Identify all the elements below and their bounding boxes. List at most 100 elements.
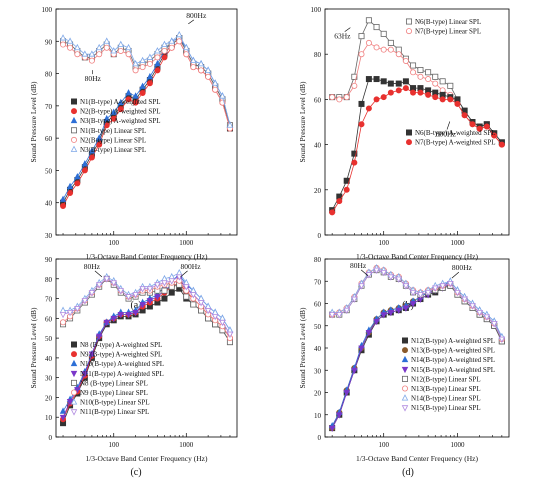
series-5	[329, 267, 505, 345]
data-point	[476, 309, 483, 317]
data-point	[67, 190, 74, 197]
legend-item: N15(B-type) Linear SPL	[401, 404, 481, 412]
data-point	[81, 50, 89, 57]
y-tick-label: 80	[45, 71, 53, 79]
data-point	[154, 60, 161, 67]
data-point	[402, 78, 409, 85]
data-point	[110, 315, 117, 323]
data-point	[96, 141, 103, 148]
legend-marker	[71, 98, 78, 105]
legend-marker	[71, 351, 78, 358]
y-tick-label: 10	[314, 412, 322, 420]
data-point	[409, 289, 417, 297]
data-point	[139, 286, 146, 293]
data-point	[358, 33, 365, 40]
legend: N12(B-type) A-weighted SPL N13(B-type) A-…	[401, 337, 495, 412]
data-point	[358, 283, 365, 290]
plot-frame	[55, 8, 238, 236]
y-tick-label: 80	[45, 276, 53, 284]
legend-label: N9 (B-type) Linear SPL	[80, 389, 148, 397]
legend-item: N8 (B-type) Linear SPL	[71, 379, 148, 387]
data-point	[351, 150, 358, 157]
data-point	[380, 46, 387, 53]
data-point	[431, 285, 439, 292]
data-point	[211, 313, 219, 321]
legend: N6(B-type) A-weighted SPL N7(B-type) A-we…	[405, 129, 496, 147]
data-point	[146, 298, 154, 305]
legend-item: N3(B-type) Linear SPL	[70, 145, 146, 154]
data-point	[117, 47, 124, 54]
legend-marker	[71, 136, 78, 143]
y-tick-label: 80	[314, 256, 322, 264]
legend: N1(B-type) A-weighted SPL N2(B-type) A-we…	[70, 98, 161, 154]
data-point	[146, 72, 154, 80]
data-point	[88, 290, 96, 297]
legend-item: N10(B-type) A-weighted SPL	[70, 359, 164, 368]
legend-item: N6(B-type) A-weighted SPL	[405, 129, 496, 137]
legend-item: N11(B-type) Linear SPL	[70, 408, 149, 416]
data-point	[95, 134, 103, 141]
legend-item: N9 (B-type) Linear SPL	[71, 389, 148, 397]
y-tick-label: 70	[45, 296, 53, 304]
data-point	[132, 92, 139, 99]
data-point	[154, 282, 161, 289]
annotation-arrow	[94, 270, 103, 278]
legend-label: N6(B-type) A-weighted SPL	[415, 129, 496, 137]
legend-label: N12(B-type) A-weighted SPL	[411, 337, 495, 345]
legend-item: N2(B-type) Linear SPL	[71, 136, 146, 144]
data-point	[190, 64, 197, 71]
data-point	[125, 43, 132, 51]
data-point	[461, 296, 468, 303]
series-4	[329, 85, 505, 216]
data-point	[139, 89, 146, 96]
data-point	[81, 167, 88, 174]
legend-marker	[70, 370, 78, 378]
data-point	[410, 69, 417, 76]
legend-marker	[70, 145, 78, 152]
data-point	[146, 60, 153, 67]
legend-label: N7(B-type) A-weighted SPL	[415, 139, 496, 147]
series-8	[328, 267, 506, 343]
legend-label: N14(B-type) Linear SPL	[411, 395, 481, 403]
data-point	[490, 321, 498, 328]
legend-item: N12(B-type) A-weighted SPL	[401, 337, 495, 345]
data-point	[103, 37, 110, 44]
data-point	[439, 78, 446, 85]
y-tick-label: 20	[314, 187, 322, 195]
data-point	[358, 51, 365, 58]
y-axis-label: Sound Pressure Level (dB)	[29, 81, 38, 163]
legend-item: N11(B-type) A-weighted SPL	[70, 370, 164, 378]
data-point	[469, 303, 476, 310]
data-point	[60, 41, 67, 48]
data-point	[365, 105, 372, 112]
data-point	[132, 309, 139, 317]
legend-item: N2(B-type) A-weighted SPL	[71, 108, 161, 116]
data-point	[198, 67, 205, 74]
y-tick-label: 40	[314, 142, 322, 150]
data-point	[96, 51, 103, 58]
data-point	[176, 30, 183, 38]
chart-panel-4: 0 10 20 30 40 50 60 70 80 100 1000 1/3-Octave Band …	[298, 256, 510, 463]
data-point	[373, 24, 380, 31]
series-line	[63, 272, 231, 331]
y-tick-label: 50	[45, 167, 53, 175]
data-point	[380, 94, 387, 101]
data-point	[387, 309, 395, 317]
data-point	[410, 89, 417, 96]
data-point	[125, 311, 132, 319]
data-point	[336, 96, 343, 103]
data-point	[117, 311, 125, 319]
data-point	[154, 294, 161, 301]
legend-item: N15(B-type) A-weighted SPL	[401, 366, 495, 374]
data-point	[387, 46, 394, 53]
data-point	[154, 54, 161, 61]
series-line	[332, 267, 503, 338]
data-point	[190, 301, 197, 308]
data-point	[387, 89, 394, 96]
data-point	[161, 40, 168, 47]
data-point	[183, 293, 190, 300]
data-point	[328, 425, 336, 432]
data-point	[197, 300, 205, 307]
data-point	[212, 86, 219, 93]
